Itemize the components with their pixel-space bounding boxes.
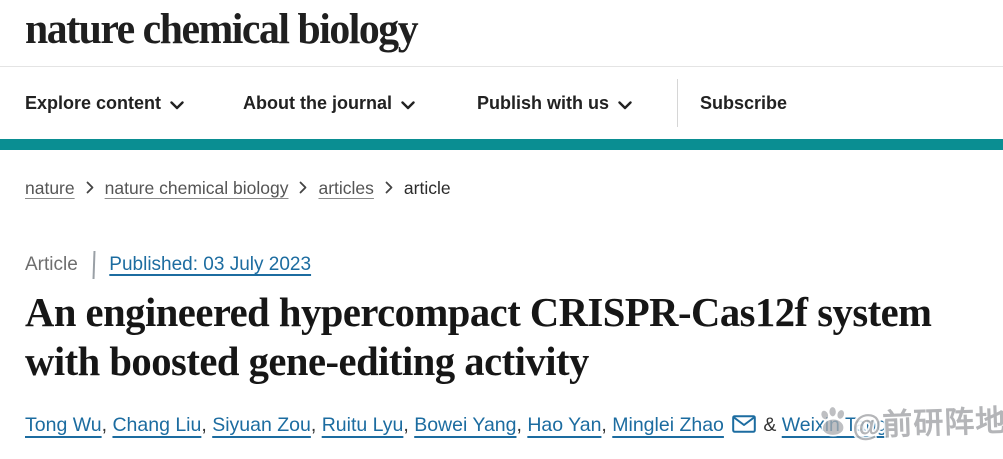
chevron-down-icon — [170, 94, 184, 115]
breadcrumb: nature nature chemical biology articles … — [25, 177, 451, 199]
meta-divider — [92, 250, 95, 280]
author-separator: , — [201, 414, 213, 436]
journal-navbar: Explore content About the journal Publis… — [0, 67, 1003, 139]
article-type-label: Article — [25, 254, 78, 275]
author-link-hao-yan[interactable]: Hao Yan — [527, 414, 602, 436]
chevron-right-icon — [299, 178, 307, 199]
header-divider — [0, 66, 1003, 67]
author-separator: & — [757, 414, 782, 436]
nav-item-label: About the journal — [243, 92, 392, 113]
author-separator: , — [403, 414, 415, 436]
author-link-minglei-zhao[interactable]: Minglei Zhao — [612, 414, 724, 436]
published-date-link[interactable]: Published: 03 July 2023 — [109, 254, 312, 275]
breadcrumb-item-nature-chemical-biology[interactable]: nature chemical biology — [104, 177, 289, 198]
chevron-right-icon — [385, 178, 393, 199]
author-link-siyuan-zou[interactable]: Siyuan Zou — [212, 414, 311, 436]
author-link-weixin-tang[interactable]: Weixin Tang — [781, 414, 888, 436]
breadcrumb-item-nature[interactable]: nature — [25, 177, 75, 198]
nav-item-publish-with-us[interactable]: Publish with us — [477, 67, 632, 139]
nav-item-explore-content[interactable]: Explore content — [25, 67, 184, 139]
author-separator: , — [516, 414, 528, 436]
author-link-bowei-yang[interactable]: Bowei Yang — [414, 414, 517, 436]
article-meta: Article Published: 03 July 2023 — [25, 250, 312, 280]
author-separator: , — [310, 414, 322, 436]
accent-bar — [0, 139, 1003, 150]
chevron-down-icon — [401, 94, 415, 115]
nav-item-label: Publish with us — [477, 92, 610, 113]
nav-item-about-the-journal[interactable]: About the journal — [243, 67, 415, 139]
author-link-ruitu-lyu[interactable]: Ruitu Lyu — [321, 414, 404, 436]
author-link-chang-liu[interactable]: Chang Liu — [112, 414, 202, 436]
email-icon[interactable] — [732, 415, 756, 438]
author-link-tong-wu[interactable]: Tong Wu — [25, 414, 102, 436]
chevron-right-icon — [86, 178, 94, 199]
breadcrumb-item-article: article — [403, 177, 451, 198]
nav-divider — [677, 79, 678, 127]
nav-item-subscribe[interactable]: Subscribe — [700, 67, 787, 139]
breadcrumb-item-articles[interactable]: articles — [318, 177, 374, 198]
authors-list: Tong Wu, Chang Liu, Siyuan Zou, Ruitu Ly… — [25, 414, 887, 439]
journal-logo[interactable]: nature chemical biology — [25, 6, 419, 53]
nav-item-label: Subscribe — [700, 92, 788, 113]
nav-item-label: Explore content — [25, 92, 162, 113]
author-separator: , — [101, 414, 113, 436]
author-separator: , — [601, 414, 613, 436]
chevron-down-icon — [618, 94, 632, 115]
article-title: An engineered hypercompact CRISPR-Cas12f… — [25, 289, 932, 384]
